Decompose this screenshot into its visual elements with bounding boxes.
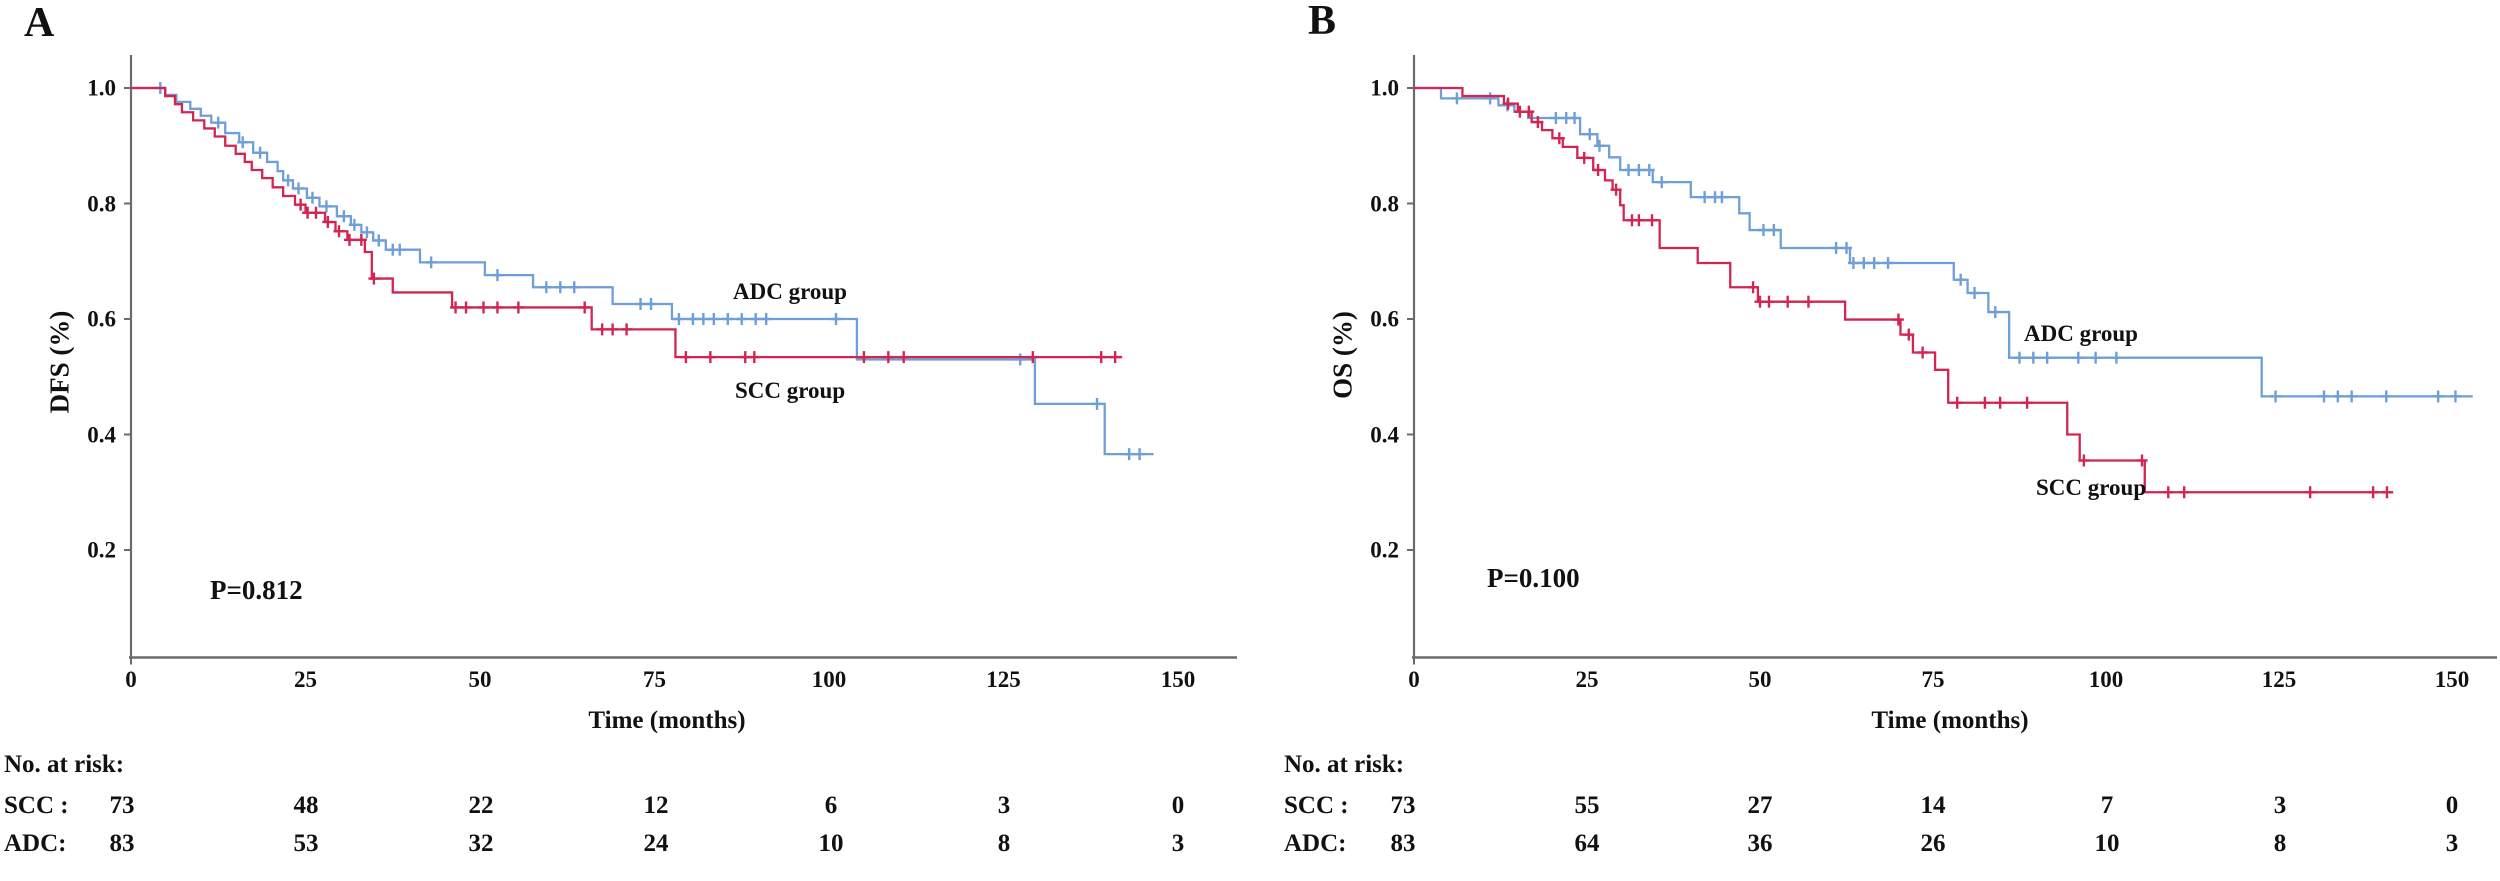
km-curve-adc xyxy=(131,86,1154,456)
risk-count-scc: 14 xyxy=(1920,792,1946,819)
risk-count-adc: 24 xyxy=(643,830,669,857)
y-tick-label: 1.0 xyxy=(1370,75,1399,101)
risk-count-scc: 3 xyxy=(2273,792,2287,819)
km-curve-scc xyxy=(131,86,1123,359)
x-tick-label: 100 xyxy=(2088,667,2124,692)
risk-count-adc: 83 xyxy=(1390,830,1416,857)
risk-count-scc: 73 xyxy=(109,792,135,819)
y-tick-label: 0.6 xyxy=(87,306,116,332)
risk-count-adc: 64 xyxy=(1574,830,1600,857)
x-axis-title-a: Time (months) xyxy=(588,707,746,734)
risk-table-header-a: No. at risk: xyxy=(4,751,125,778)
y-tick-label: 0.6 xyxy=(1370,306,1399,332)
x-tick-label: 125 xyxy=(2261,667,2297,692)
x-tick-label: 75 xyxy=(1921,667,1945,692)
risk-count-adc: 8 xyxy=(997,830,1011,857)
x-tick-label: 0 xyxy=(125,667,137,692)
x-tick-label: 50 xyxy=(1748,667,1772,692)
risk-count-scc: 7 xyxy=(2100,792,2114,819)
x-tick-label: 25 xyxy=(1575,667,1599,692)
risk-count-adc: 83 xyxy=(109,830,135,857)
x-tick-label: 75 xyxy=(643,667,666,692)
y-tick-label: 0.8 xyxy=(1370,191,1399,216)
x-tick-label: 150 xyxy=(2434,667,2470,692)
risk-count-adc: 32 xyxy=(468,830,494,857)
risk-row-label-adc-b: ADC: xyxy=(1284,830,1347,857)
risk-row-label-scc-b: SCC : xyxy=(1284,792,1349,819)
x-tick-label: 0 xyxy=(1408,667,1420,692)
scc-group-label-a: SCC group xyxy=(735,378,846,403)
risk-count-adc: 8 xyxy=(2273,830,2287,857)
km-curve-adc xyxy=(1414,86,2473,398)
y-axis-label-os: OS (%) xyxy=(1327,311,1358,399)
risk-row-label-scc-a: SCC : xyxy=(4,792,69,819)
x-tick-label: 150 xyxy=(1160,667,1196,692)
y-tick-label: 0.2 xyxy=(87,537,116,563)
y-axis-label-dfs: DFS (%) xyxy=(44,310,75,414)
y-tick-label: 0.4 xyxy=(1370,422,1399,447)
risk-count-adc: 10 xyxy=(2094,830,2120,857)
scc-group-label-b: SCC group xyxy=(2036,475,2147,500)
risk-count-adc: 36 xyxy=(1747,830,1773,857)
risk-count-scc: 0 xyxy=(1171,792,1185,819)
adc-group-label-a: ADC group xyxy=(733,279,847,304)
risk-count-scc: 27 xyxy=(1747,792,1773,819)
panel-a-title: A xyxy=(24,0,56,46)
y-tick-label: 1.0 xyxy=(87,75,116,101)
p-value-label-a: P=0.812 xyxy=(210,575,303,605)
adc-group-label-b: ADC group xyxy=(2024,321,2138,346)
risk-count-scc: 22 xyxy=(468,792,494,819)
x-tick-label: 50 xyxy=(468,667,492,692)
km-curve-scc xyxy=(1414,86,2394,494)
x-axis-title-b: Time (months) xyxy=(1871,707,2029,734)
risk-table-header-b: No. at risk: xyxy=(1284,751,1405,778)
risk-row-label-adc-a: ADC: xyxy=(4,830,67,857)
risk-count-adc: 53 xyxy=(293,830,319,857)
risk-count-scc: 3 xyxy=(997,792,1011,819)
x-tick-label: 25 xyxy=(294,667,317,692)
y-tick-label: 0.2 xyxy=(1370,537,1399,563)
p-value-label-b: P=0.100 xyxy=(1487,563,1580,593)
panel-b-title: B xyxy=(1308,0,1338,44)
risk-count-scc: 55 xyxy=(1574,792,1600,819)
risk-count-adc: 3 xyxy=(2445,830,2459,857)
risk-count-scc: 73 xyxy=(1390,792,1416,819)
risk-count-scc: 0 xyxy=(2445,792,2459,819)
y-tick-label: 0.4 xyxy=(87,422,116,447)
risk-count-adc: 26 xyxy=(1920,830,1946,857)
y-tick-label: 0.8 xyxy=(87,191,116,216)
risk-count-scc: 48 xyxy=(293,792,319,819)
risk-count-adc: 3 xyxy=(1171,830,1185,857)
risk-count-scc: 6 xyxy=(824,792,838,819)
x-tick-label: 100 xyxy=(811,667,847,692)
x-tick-label: 125 xyxy=(986,667,1021,692)
risk-count-adc: 10 xyxy=(818,830,844,857)
risk-count-scc: 12 xyxy=(643,792,669,819)
